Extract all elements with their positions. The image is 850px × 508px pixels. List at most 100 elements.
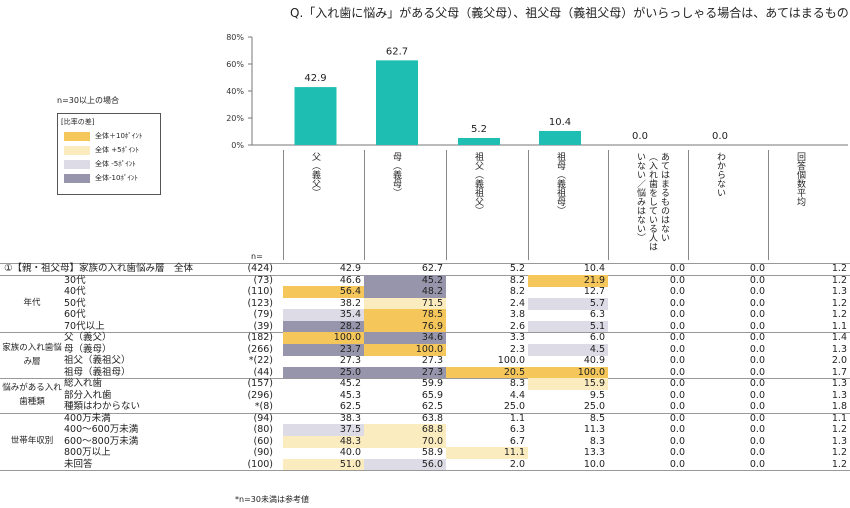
y-tick-label: 20% [226,114,244,123]
table-row: 800万以上 (90) 40.0 58.9 11.1 13.3 0.0 0.0 1.2 [0,447,850,459]
total-row: ①【親・祖父母】家族の入れ歯悩み層 全体 (424) 42.9 62.7 5.2 10.4… [0,263,850,275]
legend-item: 全体 +5ﾎﾟｲﾝﾄ [61,145,157,159]
legend-item: 全体＋10ﾎﾟｲﾝﾄ [61,131,157,145]
row-n: (39) [253,320,273,332]
row-label: 70代以上 [64,320,105,332]
value-cell: 13.3 [583,447,605,458]
table-row: 祖父（義祖父） *(22) 27.3 27.3 100.0 40.9 0.0 0.0 2.0 [0,355,850,367]
value-cell: 58.9 [421,447,443,458]
row-label: 800万以上 [64,447,111,458]
value-cell: 1.3 [831,286,847,297]
value-cell: 45.2 [339,378,361,389]
y-tick-label: 80% [226,33,244,42]
value-cell: 25.0 [503,401,525,412]
bar-value-label: 0.0 [712,131,728,142]
row-label: 60代 [64,309,86,320]
value-cell: 65.9 [421,389,443,401]
column-divider [768,150,769,260]
value-cell: 2.4 [509,297,525,309]
table-row: 60代 (79) 35.4 78.5 3.8 6.3 0.0 0.0 1.2 [0,309,850,321]
value-cell: 46.6 [339,274,361,286]
value-cell: 1.2 [831,263,847,274]
value-cell: 0.0 [669,332,685,343]
bar [294,87,337,145]
legend-swatch [64,160,90,169]
row-n: (94) [253,412,273,424]
value-cell: 0.0 [669,274,685,286]
legend-label: 全体 +5ﾎﾟｲﾝﾄ [95,146,140,154]
row-n: (80) [253,424,273,435]
legend-label: 全体＋10ﾎﾟｲﾝﾄ [95,132,143,140]
column-header: あてはまるものはない（入れ歯をしている人はいない／悩みはない） [635,152,669,251]
bar-value-label: 62.7 [386,46,408,57]
value-cell: 8.3 [589,435,605,447]
value-cell: 0.0 [669,320,685,332]
table-row: 400万未満 (94) 38.3 63.8 1.1 8.5 0.0 0.0 1.1 [0,413,850,425]
value-cell: 1.2 [831,309,847,320]
row-n: (79) [253,309,273,320]
table-row: 600～800万未満 (60) 48.3 70.0 6.7 8.3 0.0 0.0 1.3 [0,435,850,448]
value-cell: 76.9 [364,320,446,333]
row-n: (266) [247,343,273,355]
table-row: 400～600万未満 (80) 37.5 68.8 6.3 11.3 0.0 0.0 1.2 [0,424,850,436]
value-cell: 9.5 [589,389,605,401]
value-cell: 1.3 [831,389,847,401]
value-cell: 0.0 [749,412,765,424]
value-cell: 48.2 [364,286,446,298]
value-cell: 8.2 [509,274,525,286]
value-cell: 0.0 [669,263,685,274]
row-n: (424) [247,263,273,274]
table-row: 種類はわからない *(8) 62.5 62.5 25.0 25.0 0.0 0.0 1.8 [0,401,850,413]
group-label: 悩みがある入れ歯種類 [2,383,62,408]
row-label: 400～600万未満 [64,424,139,435]
value-cell: 8.2 [509,286,525,297]
row-n: (123) [247,297,273,309]
value-cell: 1.2 [831,447,847,458]
value-cell: 1.1 [509,412,525,424]
value-cell: 10.4 [583,263,605,274]
row-divider [0,378,850,379]
value-cell: 38.2 [339,297,361,309]
column-divider [283,150,284,260]
legend-swatch [64,174,90,183]
legend: [比率の差] 全体＋10ﾎﾟｲﾝﾄ 全体 +5ﾎﾟｲﾝﾄ 全体 -5ﾎﾟｲﾝﾄ … [57,113,161,195]
value-cell: 0.0 [669,458,685,470]
value-cell: 0.0 [749,320,765,332]
column-divider [446,150,447,260]
row-n: (110) [247,286,273,297]
row-n: (44) [253,366,273,378]
column-header: わからない [715,152,725,197]
value-cell: 62.7 [421,263,443,274]
value-cell: 0.0 [749,424,765,435]
value-cell: 1.2 [831,458,847,470]
row-label: 30代 [64,274,86,286]
value-cell: 0.0 [749,274,765,286]
value-cell: 2.3 [509,343,525,355]
value-cell: 20.5 [446,366,528,379]
value-cell: 63.8 [421,412,443,424]
value-cell: 6.3 [589,309,605,320]
value-cell: 56.0 [364,458,446,471]
y-tick-label: 0% [231,141,244,150]
value-cell: 62.5 [421,401,443,412]
value-cell: 5.1 [528,320,608,333]
value-cell: 0.0 [749,435,765,447]
value-cell: 1.3 [831,378,847,389]
value-cell: 0.0 [749,389,765,401]
row-divider [0,470,850,471]
table-row: 総入れ歯 (157) 45.2 59.9 8.3 15.9 0.0 0.0 1.3 [0,378,850,390]
value-cell: 78.5 [364,309,446,321]
value-cell: 12.7 [583,286,605,297]
value-cell: 0.0 [749,458,765,470]
value-cell: 23.7 [283,343,364,356]
value-cell: 1.4 [831,332,847,343]
value-cell: 59.9 [421,378,443,389]
row-label: 祖父（義祖父） [64,355,131,366]
value-cell: 42.9 [339,263,361,274]
row-label: 600～800万未満 [64,435,139,447]
question-title: Q.「入れ歯に悩み」がある父母（義父母）、祖父母（義祖父母）がいらっしゃる場合は… [290,6,850,20]
table-row: 40代 (110) 56.4 48.2 8.2 12.7 0.0 0.0 1.3 [0,286,850,298]
row-label: 未回答 [64,458,93,470]
value-cell: 68.8 [364,424,446,436]
